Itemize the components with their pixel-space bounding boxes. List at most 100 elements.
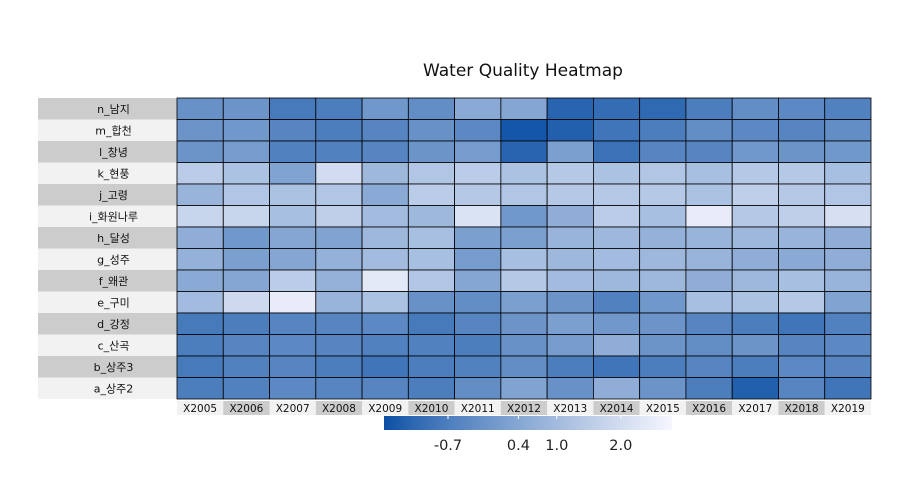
heatmap-cell bbox=[407, 334, 456, 357]
column-label-bg bbox=[362, 401, 409, 415]
heatmap-cell bbox=[824, 334, 872, 357]
heatmap-cell bbox=[361, 183, 409, 206]
heatmap-cell bbox=[639, 248, 687, 271]
column-label-bg bbox=[732, 401, 779, 415]
column-label-bg bbox=[315, 401, 363, 415]
heatmap-cell bbox=[593, 183, 641, 206]
color-legend-tick-label: 2.0 bbox=[609, 438, 632, 454]
column-label-bg bbox=[824, 401, 871, 415]
column-label: X2010 bbox=[415, 403, 449, 415]
heatmap-cell bbox=[407, 226, 456, 249]
heatmap-cell bbox=[454, 334, 502, 357]
heatmap-cell bbox=[546, 334, 594, 357]
heatmap-cell bbox=[500, 377, 548, 400]
row-label-bg bbox=[38, 334, 177, 356]
heatmap-cell bbox=[593, 162, 641, 185]
heatmap-cell bbox=[500, 291, 548, 314]
column-label-bg bbox=[547, 401, 594, 415]
heatmap-cell bbox=[778, 97, 826, 120]
heatmap-cell bbox=[593, 291, 641, 314]
heatmap-cell bbox=[778, 162, 826, 185]
heatmap-cell bbox=[824, 119, 872, 142]
heatmap-cell bbox=[176, 291, 224, 314]
heatmap-cell bbox=[361, 119, 409, 142]
column-label-bg bbox=[223, 401, 270, 415]
heatmap-cell bbox=[361, 355, 409, 378]
heatmap-cell bbox=[824, 269, 872, 292]
heatmap-cell bbox=[685, 355, 733, 378]
heatmap-cell bbox=[731, 183, 779, 206]
heatmap-cell bbox=[269, 377, 317, 400]
heatmap-cell bbox=[407, 119, 456, 142]
heatmap-cell bbox=[269, 312, 317, 335]
column-label: X2013 bbox=[553, 403, 587, 415]
heatmap-cell bbox=[593, 312, 641, 335]
heatmap-cell bbox=[361, 269, 409, 292]
heatmap-cell bbox=[176, 226, 224, 249]
heatmap-cell bbox=[593, 205, 641, 228]
heatmap-cell bbox=[639, 162, 687, 185]
heatmap-cell bbox=[546, 226, 594, 249]
row-label-bg bbox=[38, 313, 177, 335]
color-legend-bar bbox=[384, 416, 672, 430]
heatmap-cell bbox=[361, 291, 409, 314]
heatmap-cell bbox=[685, 377, 733, 400]
column-label: X2017 bbox=[738, 403, 772, 415]
heatmap-cell bbox=[222, 248, 270, 271]
heatmap-cell bbox=[500, 183, 548, 206]
row-label-bg bbox=[38, 162, 177, 184]
heatmap-cell bbox=[222, 119, 270, 142]
column-label: X2011 bbox=[461, 403, 495, 415]
heatmap-cell bbox=[824, 140, 872, 163]
heatmap-cell bbox=[639, 334, 687, 357]
heatmap-cell bbox=[639, 226, 687, 249]
color-legend-tick-label: 0.4 bbox=[507, 438, 530, 454]
heatmap-cell bbox=[824, 377, 872, 400]
column-label-bg bbox=[454, 401, 501, 415]
heatmap-cell bbox=[407, 377, 456, 400]
row-label: b_상주3 bbox=[94, 361, 134, 374]
row-label-bg bbox=[38, 98, 177, 120]
heatmap-cell bbox=[407, 291, 456, 314]
heatmap-cell bbox=[222, 291, 270, 314]
heatmap-cell bbox=[361, 248, 409, 271]
heatmap-cell bbox=[824, 97, 872, 120]
row-label: j_고령 bbox=[98, 189, 128, 202]
heatmap-cell bbox=[407, 97, 456, 120]
column-labels: X2005 X2006 X2007 X2008 X2009 X2010 X2011 X2012… bbox=[177, 401, 871, 415]
heatmap-cell bbox=[269, 119, 317, 142]
heatmap-cell bbox=[778, 183, 826, 206]
heatmap-cell bbox=[546, 355, 594, 378]
heatmap-cell bbox=[269, 205, 317, 228]
column-label-bg bbox=[269, 401, 316, 415]
heatmap-cell bbox=[546, 248, 594, 271]
heatmap-cell bbox=[685, 97, 733, 120]
heatmap-cell bbox=[639, 291, 687, 314]
heatmap-cell bbox=[639, 205, 687, 228]
heatmap-cell bbox=[546, 269, 594, 292]
heatmap-cell bbox=[315, 140, 363, 163]
heatmap-cell bbox=[222, 269, 270, 292]
heatmap-cell bbox=[315, 119, 363, 142]
heatmap-cell bbox=[639, 377, 687, 400]
column-label: X2008 bbox=[322, 403, 356, 415]
heatmap-cell bbox=[685, 291, 733, 314]
heatmap-cell bbox=[222, 226, 270, 249]
heatmap-cell bbox=[315, 226, 363, 249]
heatmap-cell bbox=[407, 355, 456, 378]
heatmap-cell bbox=[824, 226, 872, 249]
heatmap-cell bbox=[454, 183, 502, 206]
heatmap-cell bbox=[407, 269, 456, 292]
row-label: d_강정 bbox=[97, 318, 130, 331]
heatmap-cell bbox=[222, 312, 270, 335]
heatmap-cell bbox=[454, 248, 502, 271]
heatmap-cell bbox=[176, 140, 224, 163]
heatmap-cell bbox=[222, 334, 270, 357]
heatmap-cell bbox=[407, 312, 456, 335]
heatmap-cell bbox=[546, 140, 594, 163]
heatmap-cell bbox=[222, 377, 270, 400]
heatmap-cell bbox=[315, 377, 363, 400]
heatmap-cell bbox=[361, 334, 409, 357]
column-label-bg bbox=[177, 401, 224, 415]
